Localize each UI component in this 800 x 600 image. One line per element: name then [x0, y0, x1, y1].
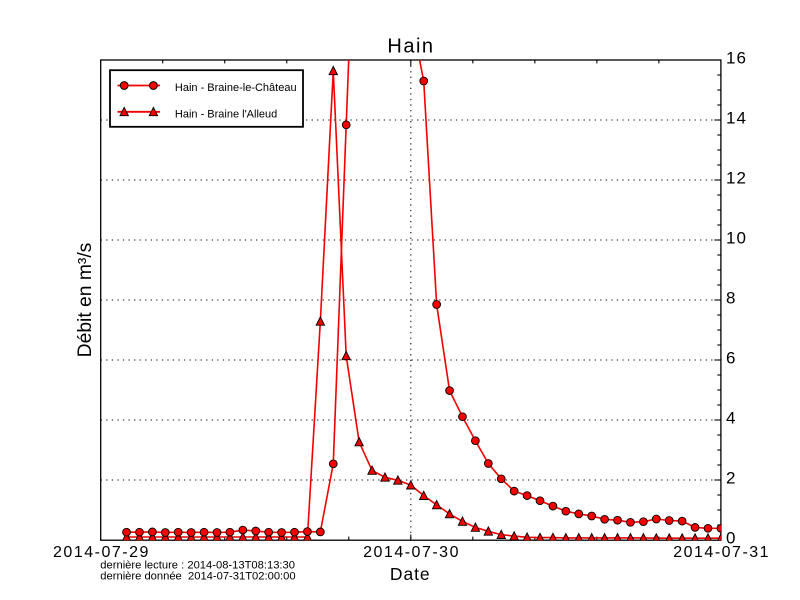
svg-text:2014-07-31: 2014-07-31 — [673, 544, 770, 561]
svg-text:dernière donnée 2014-07-31T02: dernière donnée 2014-07-31T02:00:00 — [100, 571, 295, 583]
svg-text:Hain - Braine l'Alleud: Hain - Braine l'Alleud — [175, 108, 277, 120]
svg-text:2014-07-30: 2014-07-30 — [363, 544, 460, 561]
svg-text:2014-07-29: 2014-07-29 — [53, 544, 150, 561]
svg-text:10: 10 — [726, 229, 747, 248]
svg-text:14: 14 — [726, 109, 747, 128]
svg-text:Hain: Hain — [387, 36, 434, 58]
svg-text:dernière lecture : 2014-08-13T: dernière lecture : 2014-08-13T08:13:30 — [100, 559, 295, 571]
svg-text:12: 12 — [726, 169, 747, 188]
svg-text:Date: Date — [390, 564, 431, 584]
svg-text:2: 2 — [726, 469, 736, 488]
svg-text:4: 4 — [726, 409, 736, 428]
svg-text:Hain - Braine-le-Château: Hain - Braine-le-Château — [175, 82, 297, 94]
svg-text:8: 8 — [726, 289, 736, 308]
svg-text:16: 16 — [726, 49, 747, 68]
svg-text:Débit en m³/s: Débit en m³/s — [75, 243, 96, 358]
svg-text:6: 6 — [726, 349, 736, 368]
svg-text:0: 0 — [726, 529, 736, 548]
